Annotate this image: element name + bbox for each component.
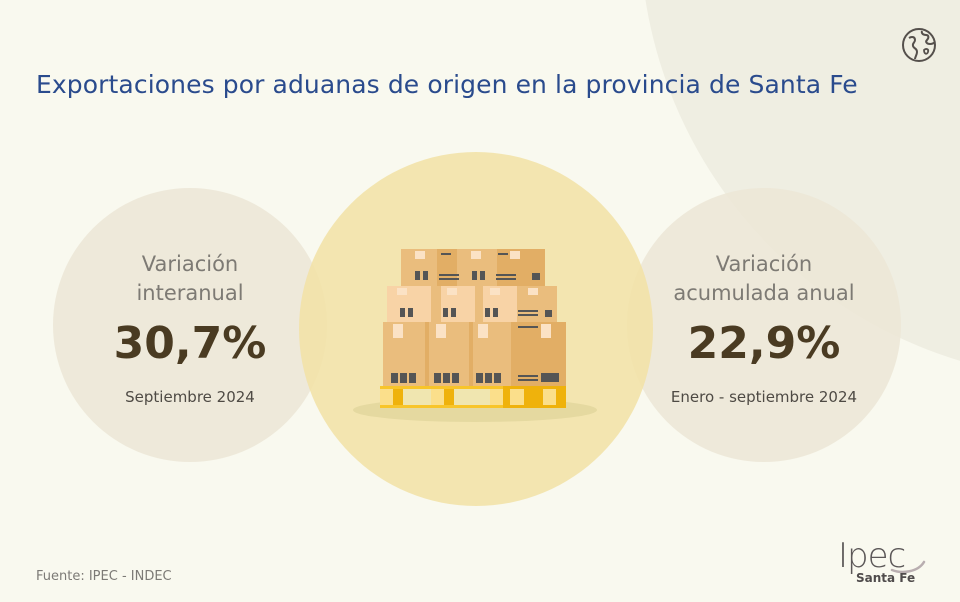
stat-label-line2: interanual [136,281,244,305]
stat-acumulada: Variación acumulada anual 22,9% Enero - … [627,188,901,462]
stat-circle-interanual [53,188,327,462]
stat-label: Variación acumulada anual [627,250,901,308]
stat-value: 30,7% [113,318,267,369]
stat-label: Variación interanual [53,250,327,308]
ipec-logo: Ipec Santa Fe [836,536,936,586]
globe-icon [902,28,936,62]
stat-interanual: Variación interanual 30,7% Septiembre 20… [53,188,327,462]
stat-period: Septiembre 2024 [125,388,255,406]
stat-circle-acumulada [627,188,901,462]
logo-swoosh-icon [890,560,926,574]
stat-label-line1: Variación [715,252,813,276]
page-title: Exportaciones por aduanas de origen en l… [36,70,858,99]
stat-value: 22,9% [687,318,841,369]
stat-label-line2: acumulada anual [673,281,855,305]
boxes-on-pallet-icon [353,249,597,422]
stat-label-line1: Variación [141,252,239,276]
logo-text: Ipec [838,536,906,576]
logo-subtext: Santa Fe [856,571,916,585]
stat-period: Enero - septiembre 2024 [670,388,858,406]
source-note: Fuente: IPEC - INDEC [36,569,172,584]
